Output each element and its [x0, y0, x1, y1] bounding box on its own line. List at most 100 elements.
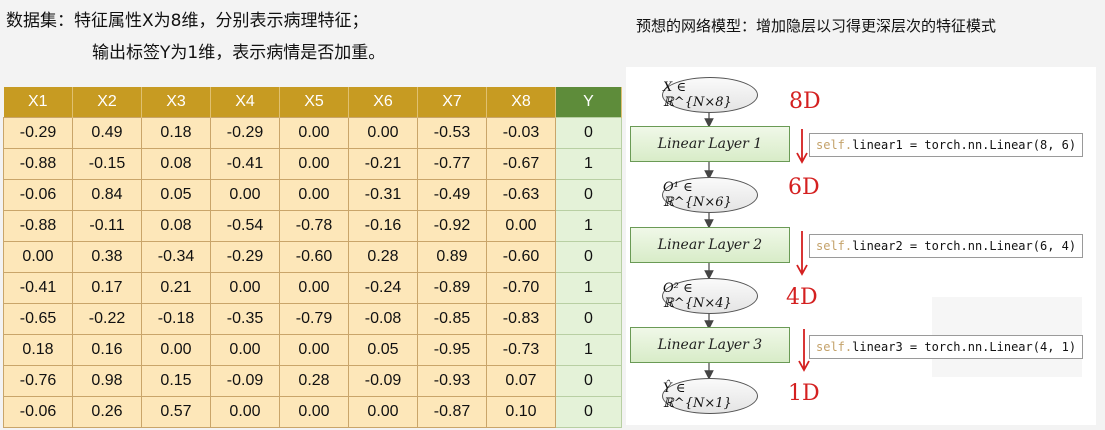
column-header-x6: X6 [348, 87, 418, 118]
table-row: -0.06 0.84 0.05 0.00 0.00 -0.31 -0.49 -0.63 0 [3, 179, 622, 211]
table-cell: -0.18 [141, 303, 211, 335]
table-body: -0.29 0.49 0.18 -0.29 0.00 0.00 -0.53 -0.03 0 -0.… [3, 117, 622, 428]
table-cell: -0.85 [417, 303, 487, 335]
table-cell: -0.88 [3, 148, 73, 180]
column-header-x4: X4 [210, 87, 280, 118]
table-cell: -0.21 [348, 148, 418, 180]
table-cell: 0.05 [141, 179, 211, 211]
annotation-8d: 8D [789, 89, 821, 114]
table-cell: 0.98 [72, 365, 142, 397]
table-cell: -0.35 [210, 303, 280, 335]
table-cell: 0.17 [72, 272, 142, 304]
table-cell: -0.77 [417, 148, 487, 180]
table-cell: 0.00 [210, 334, 280, 366]
table-row: -0.41 0.17 0.21 0.00 0.00 -0.24 -0.89 -0.70 1 [3, 272, 622, 304]
table-cell: -0.31 [348, 179, 418, 211]
table-cell: 0.00 [279, 179, 349, 211]
table-cell: 0.57 [141, 396, 211, 428]
table-row: -0.88 -0.11 0.08 -0.54 -0.78 -0.16 -0.92 0.00 1 [3, 210, 622, 242]
table-cell: -0.67 [486, 148, 556, 180]
table-cell: 0.00 [279, 334, 349, 366]
table-cell: -0.29 [210, 117, 280, 149]
table-cell: 0.00 [210, 272, 280, 304]
table-cell: -0.15 [72, 148, 142, 180]
table-cell: 0 [555, 396, 622, 428]
table-cell: 1 [555, 272, 622, 304]
table-cell: 0.08 [141, 148, 211, 180]
linear-layer-3: Linear Layer 3 [630, 327, 790, 363]
table-cell: 0.00 [210, 396, 280, 428]
dataset-table: X1 X2 X3 X4 X5 X6 X7 X8 Y -0.29 0.49 0.18 -0.29 0.00… [3, 87, 622, 428]
annotation-4d: 4D [786, 285, 818, 310]
description-line-2: 输出标签Y为1维，表示病情是否加重。 [92, 43, 386, 63]
table-cell: 0.00 [486, 210, 556, 242]
code-self-2: self. [816, 239, 853, 253]
column-header-y: Y [555, 87, 622, 118]
hand-arrow-2 [796, 231, 808, 276]
table-header-row: X1 X2 X3 X4 X5 X6 X7 X8 Y [3, 87, 622, 118]
table-row: 0.18 0.16 0.00 0.00 0.00 0.05 -0.95 -0.73 1 [3, 334, 622, 366]
table-cell: 0 [555, 117, 622, 149]
code-text-2: linear2 = torch.nn.Linear(6, 4) [852, 239, 1077, 253]
code-text-3: linear3 = torch.nn.Linear(4, 1) [852, 340, 1077, 354]
table-cell: 0.15 [141, 365, 211, 397]
table-cell: 0.00 [279, 117, 349, 149]
table-cell: -0.06 [3, 179, 73, 211]
table-row: -0.88 -0.15 0.08 -0.41 0.00 -0.21 -0.77 -0.67 1 [3, 148, 622, 180]
table-cell: 0.00 [279, 272, 349, 304]
table-cell: 0.21 [141, 272, 211, 304]
code-linear3: self. linear3 = torch.nn.Linear(4, 1) [809, 335, 1084, 359]
table-cell: -0.95 [417, 334, 487, 366]
table-row: -0.29 0.49 0.18 -0.29 0.00 0.00 -0.53 -0.03 0 [3, 117, 622, 149]
code-text-1: linear1 = torch.nn.Linear(8, 6) [852, 138, 1077, 152]
table-cell: -0.60 [279, 241, 349, 273]
table-row: 0.00 0.38 -0.34 -0.29 -0.60 0.28 0.89 -0.60 0 [3, 241, 622, 273]
table-cell: -0.89 [417, 272, 487, 304]
table-cell: -0.06 [3, 396, 73, 428]
table-cell: -0.60 [486, 241, 556, 273]
table-cell: -0.09 [348, 365, 418, 397]
table-cell: 0.07 [486, 365, 556, 397]
code-linear2: self. linear2 = torch.nn.Linear(6, 4) [809, 234, 1084, 258]
table-row: -0.65 -0.22 -0.18 -0.35 -0.79 -0.08 -0.85 -0.83… [3, 303, 622, 335]
node-hidden-o1: O¹ ∈ ℝ^{N×6} [662, 177, 758, 213]
table-cell: -0.79 [279, 303, 349, 335]
table-cell: -0.29 [210, 241, 280, 273]
node-hidden-o2: O² ∈ ℝ^{N×4} [662, 278, 758, 314]
annotation-1d: 1D [788, 381, 820, 406]
annotation-6d: 6D [788, 175, 820, 200]
table-cell: -0.93 [417, 365, 487, 397]
table-cell: -0.16 [348, 210, 418, 242]
table-cell: -0.92 [417, 210, 487, 242]
column-header-x5: X5 [279, 87, 349, 118]
code-self-3: self. [816, 340, 853, 354]
hand-arrow-1 [796, 129, 808, 164]
column-header-x3: X3 [141, 87, 211, 118]
table-cell: 0.18 [141, 117, 211, 149]
node-output-y: Ŷ ∈ ℝ^{N×1} [662, 378, 758, 414]
table-cell: 0.00 [279, 148, 349, 180]
table-cell: -0.49 [417, 179, 487, 211]
table-cell: 0.49 [72, 117, 142, 149]
table-cell: 0.00 [348, 117, 418, 149]
table-cell: -0.87 [417, 396, 487, 428]
table-cell: 0.84 [72, 179, 142, 211]
table-cell: -0.22 [72, 303, 142, 335]
column-header-x8: X8 [486, 87, 556, 118]
code-self-1: self. [816, 138, 853, 152]
table-cell: 0.00 [3, 241, 73, 273]
table-cell: 0.08 [141, 210, 211, 242]
table-cell: 0 [555, 241, 622, 273]
table-cell: -0.53 [417, 117, 487, 149]
code-linear1: self. linear1 = torch.nn.Linear(8, 6) [809, 133, 1084, 157]
table-cell: 0.00 [141, 334, 211, 366]
description-line-1: 数据集：特征属性X为8维，分别表示病理特征； [6, 11, 369, 31]
hand-arrow-3 [798, 329, 810, 372]
table-cell: 0.26 [72, 396, 142, 428]
table-row: -0.06 0.26 0.57 0.00 0.00 0.00 -0.87 0.10 0 [3, 396, 622, 428]
node-input-x: X ∈ ℝ^{N×8} [662, 77, 758, 113]
table-cell: -0.73 [486, 334, 556, 366]
table-cell: 1 [555, 210, 622, 242]
column-header-x2: X2 [72, 87, 142, 118]
table-cell: 0.89 [417, 241, 487, 273]
